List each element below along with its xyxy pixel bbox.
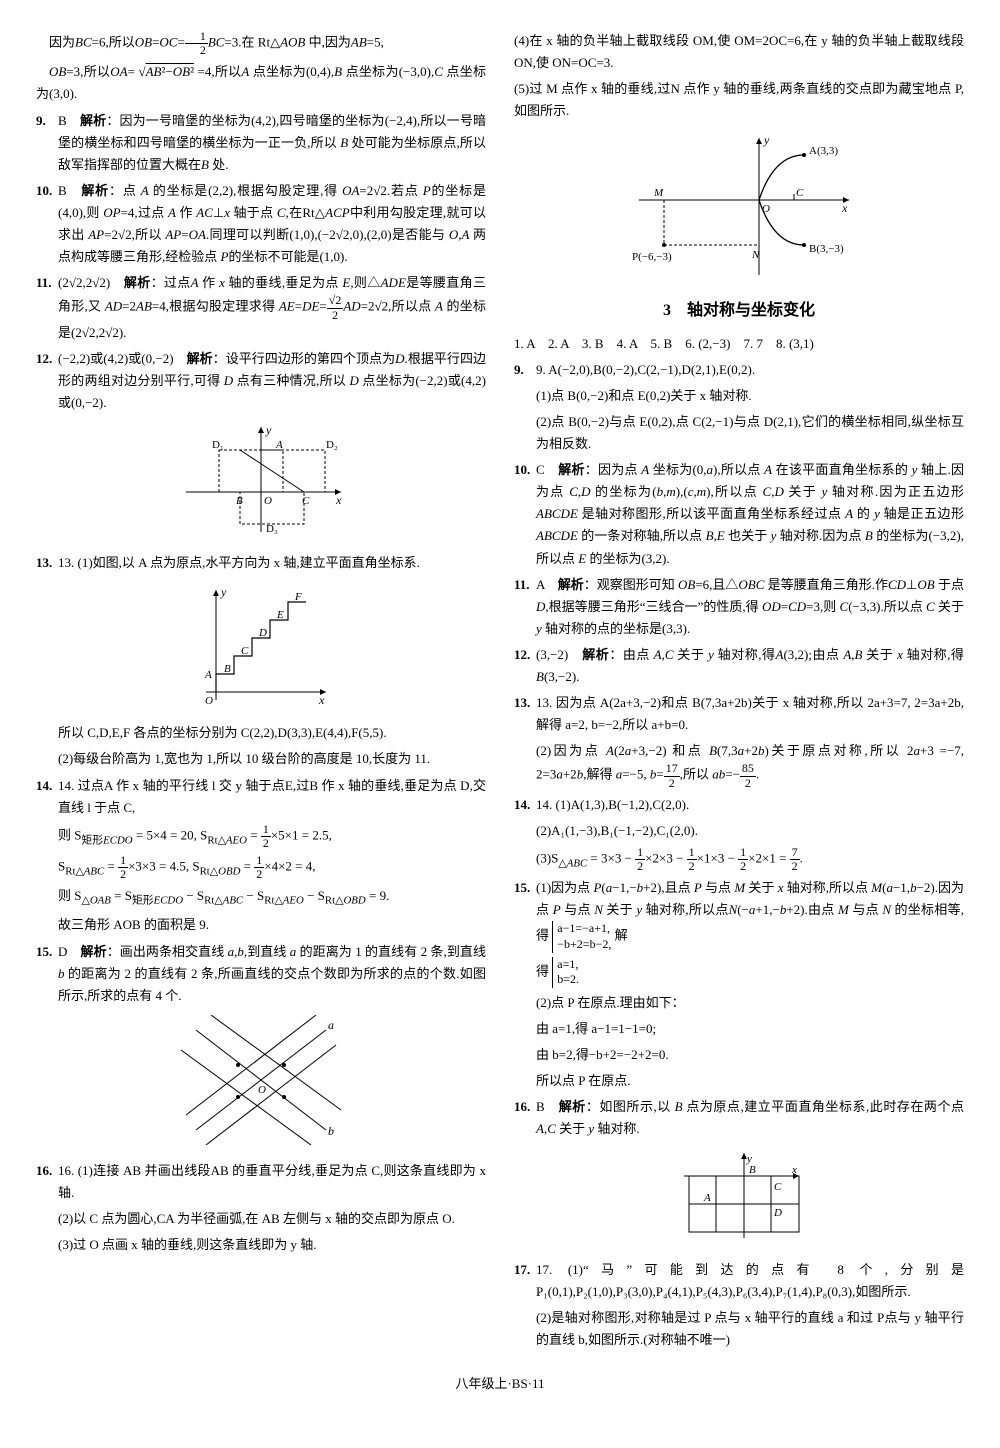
q14d: 则 S△OAB = S矩形ECDO − SRt△ABC − SRt△AEO − … xyxy=(58,885,486,910)
rq14c: (3)S△ABC = 3×3 − 12×2×3 − 12×1×3 − 12×2×… xyxy=(536,846,964,873)
svg-text:B: B xyxy=(224,663,231,675)
svg-text:A: A xyxy=(204,669,212,681)
left-p1: 因为BC=6,所以OB=OC=12BC=3.在 Rt△AOB 中,因为AB=5, xyxy=(36,30,486,57)
rq15d: 由 b=2,得−b+2=−2+2=0. xyxy=(536,1044,964,1066)
svg-text:O: O xyxy=(258,1084,266,1096)
svg-text:x: x xyxy=(335,493,342,507)
svg-text:D₂: D₂ xyxy=(326,439,338,451)
fig-q12: x y D₁ A D₂ B O C D₃ xyxy=(36,422,486,544)
rq15b: (2)点 P 在原点.理由如下： xyxy=(536,992,964,1014)
q14e: 故三角形 AOB 的面积是 9. xyxy=(58,914,486,936)
rq15e: 所以点 P 在原点. xyxy=(536,1070,964,1092)
rq9: 9. 9. A(−2,0),B(0,−2),C(2,−1),D(2,1),E(0… xyxy=(514,359,964,381)
svg-text:y: y xyxy=(220,585,227,599)
svg-text:C: C xyxy=(302,495,310,507)
rq11: 11. A 解析：观察图形可知 OB=6,且△OBC 是等腰直角三角形.作CD⊥… xyxy=(514,574,964,640)
svg-text:C: C xyxy=(774,1181,782,1193)
svg-text:C: C xyxy=(241,645,249,657)
rq14: 14. 14. (1)A(1,3),B(−1,2),C(2,0). xyxy=(514,794,964,816)
q16: 16. 16. (1)连接 AB 并画出线段AB 的垂直平分线,垂足为点 C,则… xyxy=(36,1160,486,1204)
svg-text:M: M xyxy=(653,187,664,199)
q9: 9. B 解析：因为一号暗堡的坐标为(4,2),四号暗堡的坐标为(−2,4),所… xyxy=(36,110,486,176)
svg-text:P(−6,−3): P(−6,−3) xyxy=(632,251,672,263)
svg-text:x: x xyxy=(791,1164,797,1176)
svg-text:a: a xyxy=(328,1018,334,1032)
svg-text:D₁: D₁ xyxy=(212,439,224,451)
svg-text:D: D xyxy=(258,627,267,639)
svg-text:x: x xyxy=(318,693,325,707)
rq15: 15. (1)因为点 P(a−1,−b+2),且点 P 与点 M 关于 x 轴对… xyxy=(514,877,964,952)
section3-title: 3 轴对称与坐标变化 xyxy=(514,297,964,324)
q15: 15. D 解析：画出两条相交直线 a,b,到直线 a 的距离为 1 的直线有 … xyxy=(36,941,486,1007)
q16c: (3)过 O 点画 x 轴的垂线,则这条直线即为 y 轴. xyxy=(58,1234,486,1256)
q13c: (2)每级台阶高为 1,宽也为 1,所以 10 级台阶的高度是 10,长度为 1… xyxy=(58,748,486,770)
svg-text:O: O xyxy=(762,203,770,215)
rq15res: 得 a=1,b=2. xyxy=(536,957,964,988)
svg-text:x: x xyxy=(841,201,848,215)
q14: 14. 14. 过点A 作 x 轴的平行线 l 交 y 轴于点E,过B 作 x … xyxy=(36,775,486,819)
svg-text:O: O xyxy=(264,495,272,507)
svg-text:B: B xyxy=(236,495,243,507)
q10: 10. B 解析：点 A 的坐标是(2,2),根据勾股定理,得 OA=2√2.若… xyxy=(36,180,486,268)
svg-text:O: O xyxy=(205,695,213,707)
q13b: 所以 C,D,E,F 各点的坐标分别为 C(2,2),D(3,3),E(4,4)… xyxy=(58,722,486,744)
q12: 12. (−2,2)或(4,2)或(0,−2) 解析：设平行四边形的第四个顶点为… xyxy=(36,348,486,414)
svg-text:C: C xyxy=(796,187,804,199)
svg-text:b: b xyxy=(328,1124,334,1138)
svg-text:A: A xyxy=(703,1192,711,1204)
rq9b: (1)点 B(0,−2)和点 E(0,2)关于 x 轴对称. xyxy=(536,385,964,407)
rq13: 13. 13. 因为点 A(2a+3,−2)和点 B(7,3a+2b)关于 x … xyxy=(514,692,964,736)
rq14b: (2)A₁(1,−3),B₁(−1,−2),C₁(2,0). xyxy=(536,820,964,842)
q11: 11. (2√2,2√2) 解析：过点A 作 x 轴的垂线,垂足为点 E,则△A… xyxy=(36,272,486,344)
rq12: 12. (3,−2) 解析：由点 A,C 关于 y 轴对称,得A(3,2);由点… xyxy=(514,644,964,688)
rq15c: 由 a=1,得 a−1=1−1=0; xyxy=(536,1018,964,1040)
q14b: 则 S矩形ECDO = 5×4 = 20, SRt△AEO = 12×5×1 =… xyxy=(58,823,486,850)
page-footer: 八年级上·BS·11 xyxy=(36,1373,964,1395)
svg-text:A(3,3): A(3,3) xyxy=(809,145,838,157)
svg-text:B(3,−3): B(3,−3) xyxy=(809,243,844,255)
svg-text:B: B xyxy=(749,1164,756,1176)
q14c: SRt△ABC = 12×3×3 = 4.5, SRt△OBD = 12×4×2… xyxy=(58,854,486,881)
svg-text:A: A xyxy=(275,439,283,451)
r-p1: (4)在 x 轴的负半轴上截取线段 OM,使 OM=2OC=6,在 y 轴的负半… xyxy=(514,30,964,74)
fig-q15: a b O xyxy=(36,1015,486,1152)
svg-text:D₃: D₃ xyxy=(266,523,278,535)
q16b: (2)以 C 点为圆心,CA 为半径画弧,在 AB 左侧与 x 轴的交点即为原点… xyxy=(58,1208,486,1230)
fig-q13: x y O A B C D E F xyxy=(36,582,486,714)
svg-text:N: N xyxy=(751,249,760,261)
rq17: 17. 17. (1)“马”可能到达的点有 8 个,分别是 P₁(0,1),P₂… xyxy=(514,1259,964,1303)
svg-text:y: y xyxy=(763,133,770,147)
svg-text:y: y xyxy=(265,423,272,437)
svg-text:E: E xyxy=(276,609,284,621)
svg-text:F: F xyxy=(294,591,302,603)
rq16: 16. B 解析：如图所示,以 B 点为原点,建立平面直角坐标系,此时存在两个点… xyxy=(514,1096,964,1140)
r-p2: (5)过 M 点作 x 轴的垂线,过N 点作 y 轴的垂线,两条直线的交点即为藏… xyxy=(514,78,964,122)
rq17b: (2)是轴对称图形,对称轴是过 P 点与 x 轴平行的直线 a 和过 P点与 y… xyxy=(536,1307,964,1351)
rq13b: (2)因为点 A(2a+3,−2) 和点 B(7,3a+2b)关于原点对称,所以… xyxy=(536,740,964,789)
left-p2: OB=3,所以OA= √AB²−OB² =4,所以A 点坐标为(0,4),B 点… xyxy=(36,61,486,105)
fig-P: x y O A(3,3) B(3,−3) C P(−6,−3) M N xyxy=(514,130,964,287)
q13: 13. 13. (1)如图,以 A 点为原点,水平方向为 x 轴,建立平面直角坐… xyxy=(36,552,486,574)
rq10: 10. C 解析：因为点 A 坐标为(0,a),所以点 A 在该平面直角坐标系的… xyxy=(514,459,964,569)
svg-text:D: D xyxy=(773,1207,782,1219)
rq9c: (2)点 B(0,−2)与点 E(0,2),点 C(2,−1)与点 D(2,1)… xyxy=(536,411,964,455)
fig-rq16: y B x A C D xyxy=(514,1148,964,1250)
answers-line: 1. A 2. A 3. B 4. A 5. B 6. (2,−3) 7. 7 … xyxy=(514,333,964,355)
